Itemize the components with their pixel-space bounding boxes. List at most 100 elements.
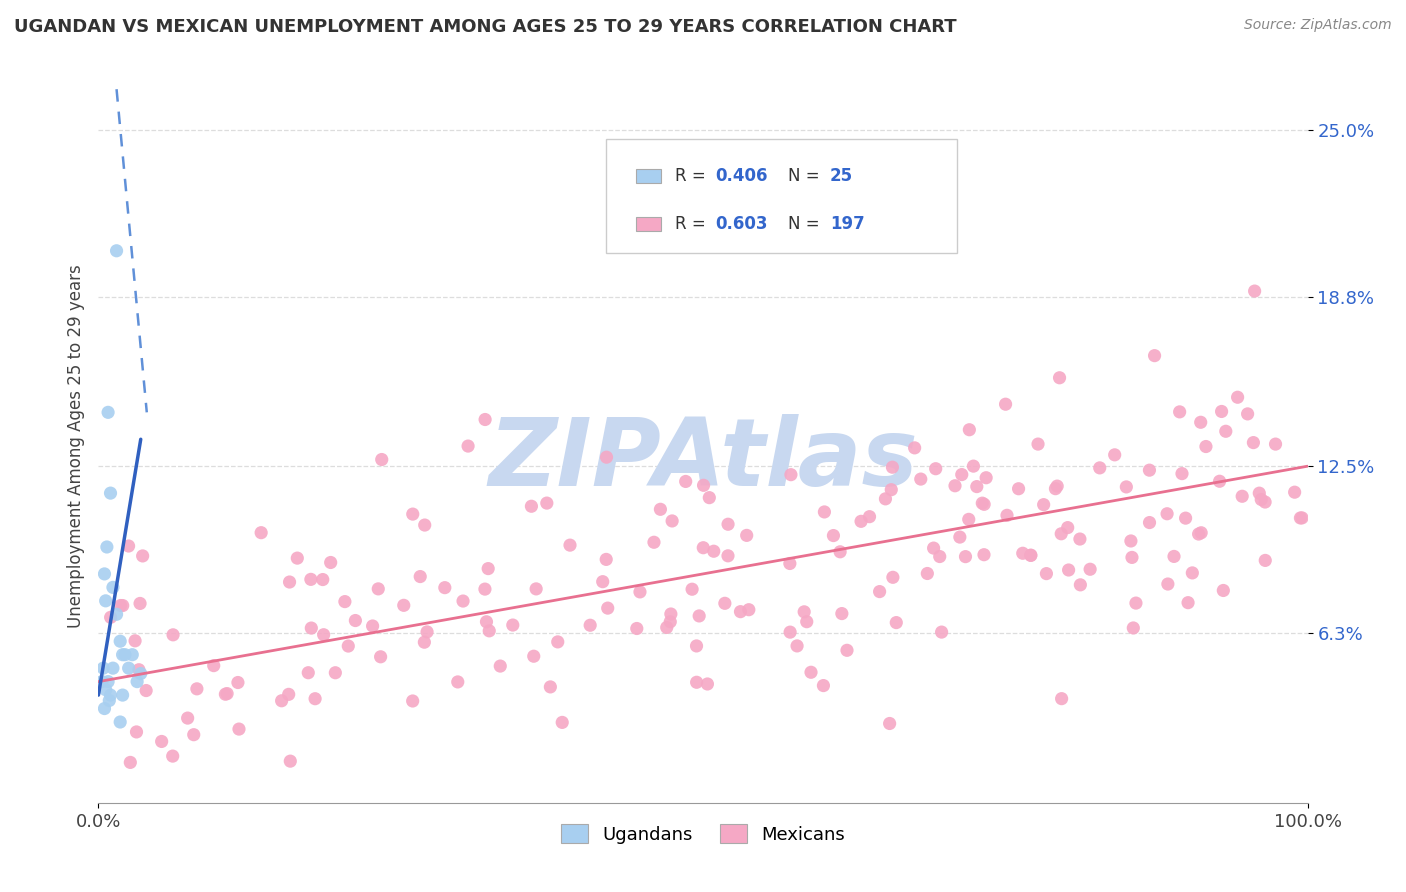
Mexicans	[278, 754, 301, 768]
Mexicans	[176, 711, 198, 725]
Text: Source: ZipAtlas.com: Source: ZipAtlas.com	[1244, 18, 1392, 32]
Mexicans	[793, 605, 815, 619]
Text: UGANDAN VS MEXICAN UNEMPLOYMENT AMONG AGES 25 TO 29 YEARS CORRELATION CHART: UGANDAN VS MEXICAN UNEMPLOYMENT AMONG AG…	[14, 18, 956, 36]
Mexicans	[1163, 549, 1185, 564]
Text: 25: 25	[830, 168, 853, 186]
Mexicans	[659, 615, 682, 629]
Mexicans	[1181, 566, 1204, 580]
Mexicans	[869, 584, 891, 599]
Ugandans	[94, 594, 117, 608]
Mexicans	[800, 665, 823, 680]
Mexicans	[319, 556, 342, 570]
Ugandans	[93, 566, 115, 581]
Mexicans	[1289, 511, 1312, 525]
Mexicans	[931, 625, 953, 640]
Mexicans	[596, 601, 619, 615]
Mexicans	[228, 722, 250, 736]
Mexicans	[779, 625, 801, 640]
Mexicans	[957, 423, 980, 437]
Mexicans	[1230, 489, 1253, 503]
Mexicans	[447, 674, 470, 689]
Mexicans	[685, 675, 707, 690]
Mexicans	[124, 633, 146, 648]
Mexicans	[183, 728, 205, 742]
Mexicans	[949, 530, 972, 544]
Mexicans	[650, 502, 672, 516]
Text: R =: R =	[675, 215, 711, 233]
Mexicans	[882, 460, 904, 475]
Mexicans	[337, 639, 360, 653]
Mexicans	[717, 517, 740, 532]
Mexicans	[1078, 562, 1101, 576]
Mexicans	[813, 505, 835, 519]
Bar	[637, 169, 661, 184]
Ugandans	[108, 714, 131, 729]
Mexicans	[128, 663, 150, 677]
Ugandans	[91, 661, 114, 675]
Ugandans	[111, 688, 134, 702]
Mexicans	[688, 609, 710, 624]
Ugandans	[118, 661, 141, 675]
Mexicans	[1032, 498, 1054, 512]
Mexicans	[312, 628, 335, 642]
Mexicans	[786, 639, 808, 653]
Mexicans	[333, 594, 356, 608]
Mexicans	[551, 715, 574, 730]
Mexicans	[416, 624, 439, 639]
Mexicans	[974, 471, 997, 485]
Mexicans	[643, 535, 665, 549]
Ugandans	[93, 701, 115, 715]
Mexicans	[681, 582, 703, 597]
Mexicans	[477, 561, 499, 575]
Mexicans	[285, 551, 308, 566]
Bar	[637, 217, 661, 231]
Mexicans	[1069, 578, 1091, 592]
Mexicans	[1249, 486, 1271, 500]
Mexicans	[858, 509, 880, 524]
Mexicans	[1019, 548, 1042, 562]
Mexicans	[1156, 507, 1178, 521]
Mexicans	[217, 687, 239, 701]
Mexicans	[538, 680, 561, 694]
Mexicans	[110, 599, 132, 613]
Mexicans	[117, 539, 139, 553]
Mexicans	[214, 687, 236, 701]
Mexicans	[1121, 550, 1143, 565]
Mexicans	[1069, 532, 1091, 546]
Mexicans	[813, 679, 835, 693]
Mexicans	[1241, 435, 1264, 450]
Mexicans	[922, 541, 945, 555]
Mexicans	[1177, 596, 1199, 610]
Mexicans	[278, 574, 301, 589]
Mexicans	[1195, 440, 1218, 454]
Ugandans	[97, 674, 120, 689]
Ugandans	[100, 688, 122, 702]
Mexicans	[910, 472, 932, 486]
Mexicans	[831, 607, 853, 621]
Mexicans	[972, 496, 994, 510]
Mexicans	[879, 716, 901, 731]
Mexicans	[558, 538, 581, 552]
Mexicans	[849, 514, 872, 528]
Mexicans	[1157, 577, 1180, 591]
Ugandans	[101, 580, 124, 594]
Mexicans	[592, 574, 614, 589]
Mexicans	[100, 610, 122, 624]
Text: R =: R =	[675, 168, 711, 186]
Mexicans	[692, 541, 714, 555]
Mexicans	[489, 659, 512, 673]
Mexicans	[1143, 349, 1166, 363]
Mexicans	[1115, 480, 1137, 494]
Mexicans	[917, 566, 939, 581]
Mexicans	[973, 497, 995, 511]
Mexicans	[579, 618, 602, 632]
Mexicans	[962, 459, 984, 474]
Mexicans	[1056, 520, 1078, 534]
Mexicans	[1139, 463, 1161, 477]
Mexicans	[714, 596, 737, 610]
Mexicans	[433, 581, 456, 595]
Mexicans	[474, 582, 496, 596]
Mexicans	[304, 691, 326, 706]
Mexicans	[735, 528, 758, 542]
Mexicans	[129, 597, 152, 611]
